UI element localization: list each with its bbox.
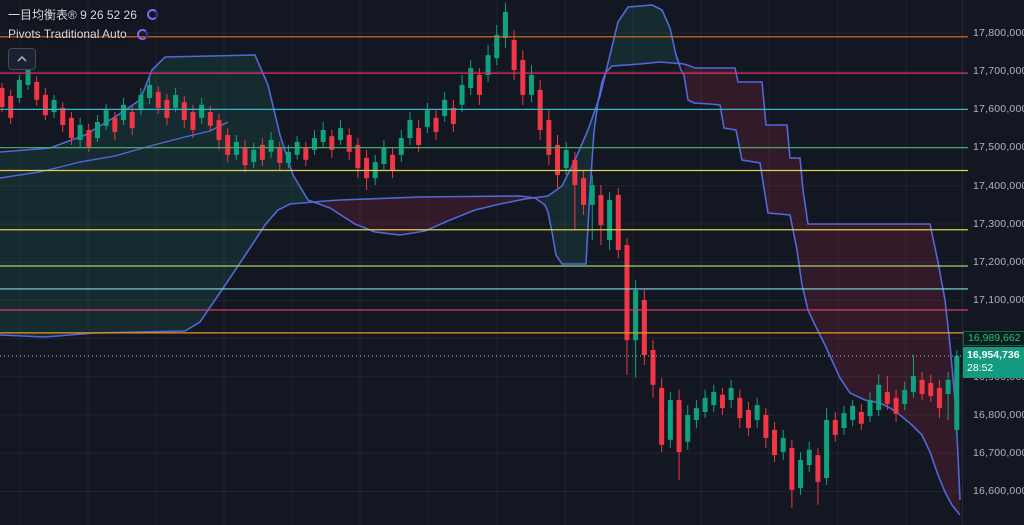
- axis-price-label: 16,700,000: [973, 447, 1024, 459]
- indicator-legend: 一目均衡表® 9 26 52 26 Pivots Traditional Aut…: [8, 4, 158, 44]
- chevron-up-icon: [17, 56, 27, 62]
- loading-spinner-icon: [146, 8, 158, 20]
- axis-price-label: 16,800,000: [973, 409, 1024, 421]
- legend-collapse-button[interactable]: [8, 48, 36, 70]
- axis-price-label: 17,600,000: [973, 103, 1024, 115]
- ichimoku-legend-label: 一目均衡表® 9 26 52 26: [8, 7, 137, 22]
- axis-price-label: 17,300,000: [973, 218, 1024, 230]
- senkou-a-line: [0, 4, 961, 516]
- axis-price-label: 17,800,000: [973, 27, 1024, 39]
- price-axis[interactable]: 17,900,000 17,800,000 17,700,000 17,600,000…: [962, 0, 1024, 525]
- legend-item-pivots[interactable]: Pivots Traditional Auto: [8, 24, 158, 44]
- axis-price-label: 17,200,000: [973, 256, 1024, 268]
- legend-item-ichimoku[interactable]: 一目均衡表® 9 26 52 26: [8, 4, 158, 24]
- pivot-value-text: 16,989,662: [968, 332, 1021, 344]
- axis-price-label: 17,400,000: [973, 180, 1024, 192]
- axis-price-label: 17,700,000: [973, 65, 1024, 77]
- senkou-b-line: [0, 61, 961, 501]
- bar-countdown: 28:52: [967, 362, 994, 374]
- pivot-value-label: 16,989,662: [963, 331, 1024, 346]
- current-price-label: 16,954,736 28:52: [963, 347, 1024, 378]
- axis-price-label: 17,500,000: [973, 141, 1024, 153]
- current-price-text: 16,954,736: [967, 349, 1020, 361]
- axis-price-label: 16,500,000: [973, 523, 1024, 525]
- axis-price-label: 16,600,000: [973, 485, 1024, 497]
- axis-price-label: 17,100,000: [973, 294, 1024, 306]
- loading-spinner-icon: [136, 28, 148, 40]
- pivots-legend-label: Pivots Traditional Auto: [8, 27, 127, 41]
- axis-price-label: 17,900,000: [973, 0, 1024, 1]
